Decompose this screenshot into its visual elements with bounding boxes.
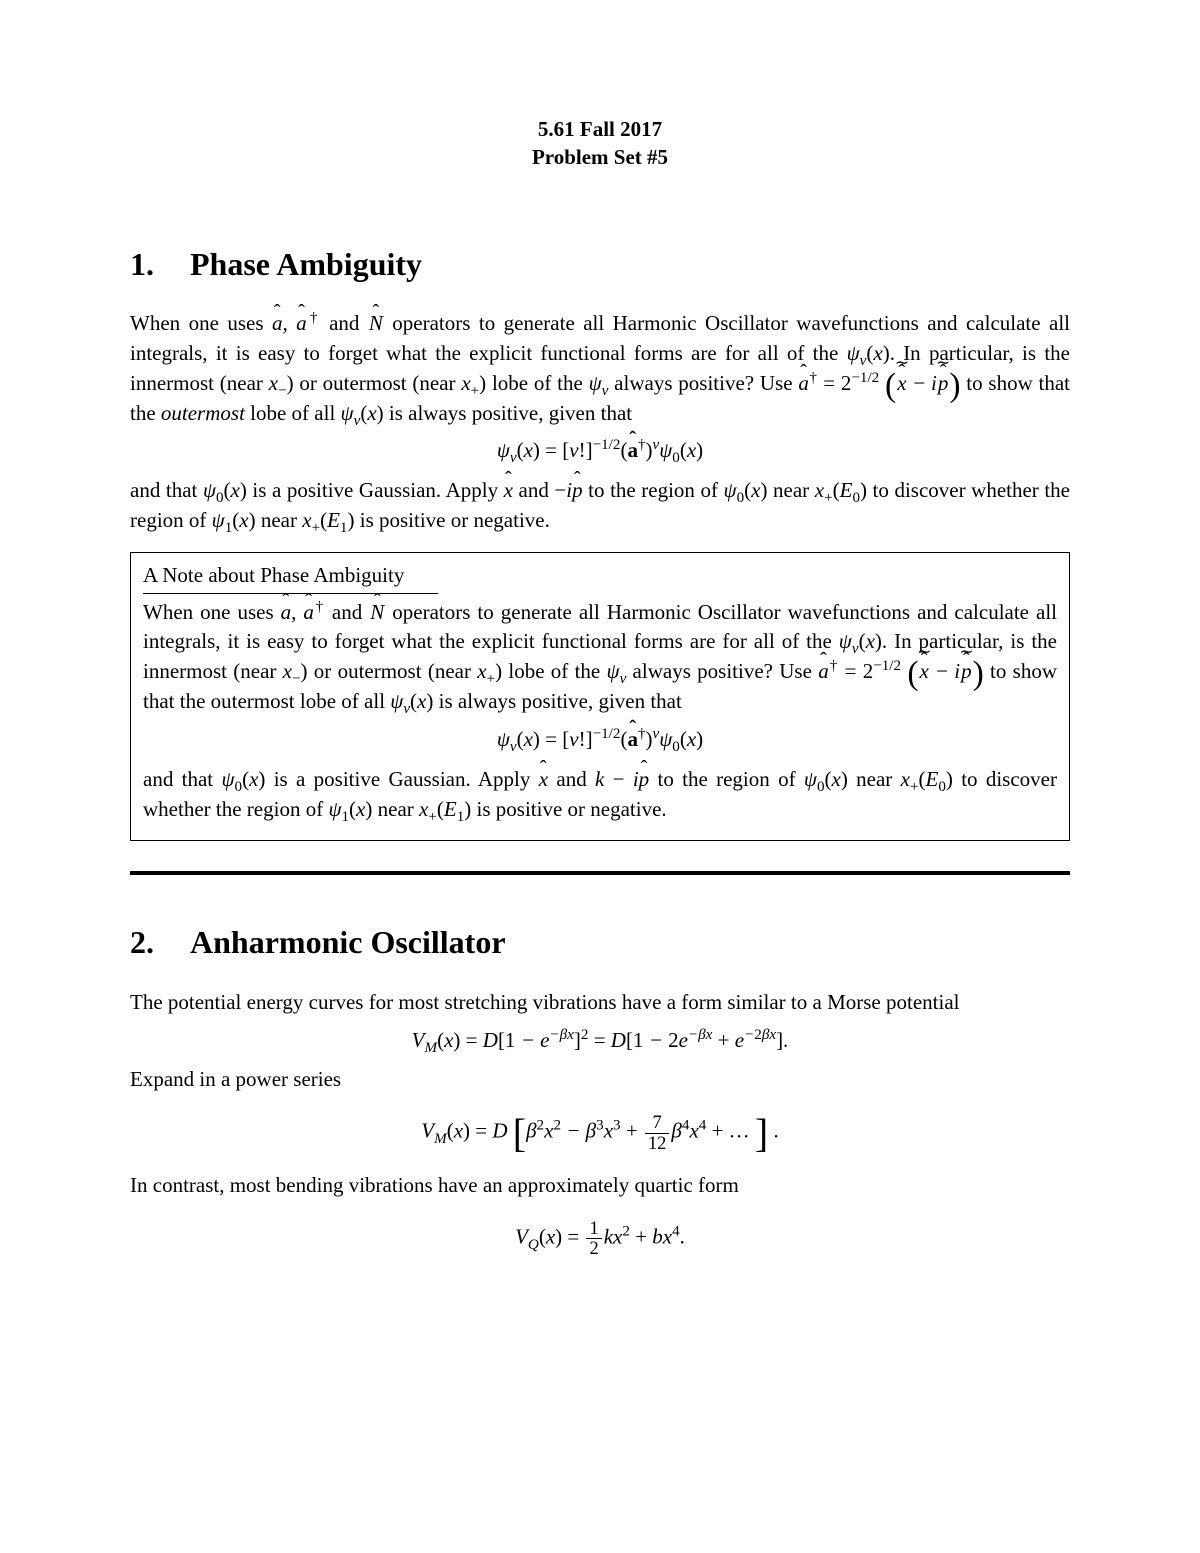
text-run: and (548, 767, 595, 791)
text-run: near (767, 478, 814, 502)
text-run: is positive or negative. (471, 797, 666, 821)
text-run: near (372, 797, 419, 821)
section-2-equation-2: VM(x) = D [β2x2 − β3x3 + 712β4x4 + … ] . (130, 1113, 1070, 1153)
document-header: 5.61 Fall 2017 Problem Set #5 (130, 115, 1070, 172)
text-run: to the region of (583, 478, 724, 502)
text-run: lobe of all (245, 401, 341, 425)
note-equation-1: ψv(x) = [v!]−1/2(a†)vψ0(x) (143, 725, 1057, 755)
text-run: is a positive Gaussian. Apply (247, 478, 504, 502)
text-run: always positive? Use (608, 371, 798, 395)
text-run: ) or outermost (near (287, 371, 462, 395)
section-2-title: Anharmonic Oscillator (190, 924, 506, 960)
text-run: is positive or negative. (354, 508, 549, 532)
section-1-title: Phase Ambiguity (190, 246, 422, 282)
text-run: is a positive Gaussian. Apply (265, 767, 538, 791)
section-2-number: 2. (130, 920, 190, 965)
outermost-emph: outermost (161, 401, 245, 425)
text-run: and that (130, 478, 203, 502)
section-divider (130, 871, 1070, 875)
text-run: to the region of (649, 767, 804, 791)
text-run: ) or outermost (near (301, 659, 478, 683)
section-1-heading: 1.Phase Ambiguity (130, 242, 1070, 287)
page: 5.61 Fall 2017 Problem Set #5 1.Phase Am… (0, 0, 1200, 1553)
text-run: ) lobe of the (495, 659, 606, 683)
section-2-paragraph-1: The potential energy curves for most str… (130, 988, 1070, 1018)
section-2-heading: 2.Anharmonic Oscillator (130, 920, 1070, 965)
section-1-paragraph-1: When one uses a, a† and N operators to g… (130, 309, 1070, 428)
section-2-paragraph-3: In contrast, most bending vibrations hav… (130, 1171, 1070, 1201)
section-1-paragraph-2: and that ψ0(x) is a positive Gaussian. A… (130, 476, 1070, 536)
text-run: and (513, 478, 554, 502)
text-run: is always positive, given that (384, 401, 632, 425)
section-1-number: 1. (130, 242, 190, 287)
note-title: A Note about Phase Ambiguity (143, 561, 438, 594)
text-run: is always positive, given that (433, 689, 681, 713)
section-1-equation-1: ψv(x) = [v!]−1/2(a†)vψ0(x) (130, 436, 1070, 466)
section-2-equation-3: VQ(x) = 12kx2 + bx4. (130, 1219, 1070, 1259)
section-2-paragraph-2: Expand in a power series (130, 1065, 1070, 1095)
text-run: and that (143, 767, 221, 791)
note-paragraph-2: and that ψ0(x) is a positive Gaussian. A… (143, 765, 1057, 825)
text-run: near (256, 508, 303, 532)
note-paragraph-1: When one uses a, a† and N operators to g… (143, 598, 1057, 717)
header-line-1: 5.61 Fall 2017 (130, 115, 1070, 143)
text-run: near (848, 767, 901, 791)
text-run: always positive? Use (626, 659, 818, 683)
header-line-2: Problem Set #5 (130, 143, 1070, 171)
text-run: When one uses (143, 600, 281, 624)
text-run: When one uses (130, 311, 272, 335)
text-run: ) lobe of the (479, 371, 588, 395)
section-2-equation-1: VM(x) = D[1 − e−βx]2 = D[1 − 2e−βx + e−2… (130, 1026, 1070, 1056)
note-box: A Note about Phase Ambiguity When one us… (130, 552, 1070, 842)
